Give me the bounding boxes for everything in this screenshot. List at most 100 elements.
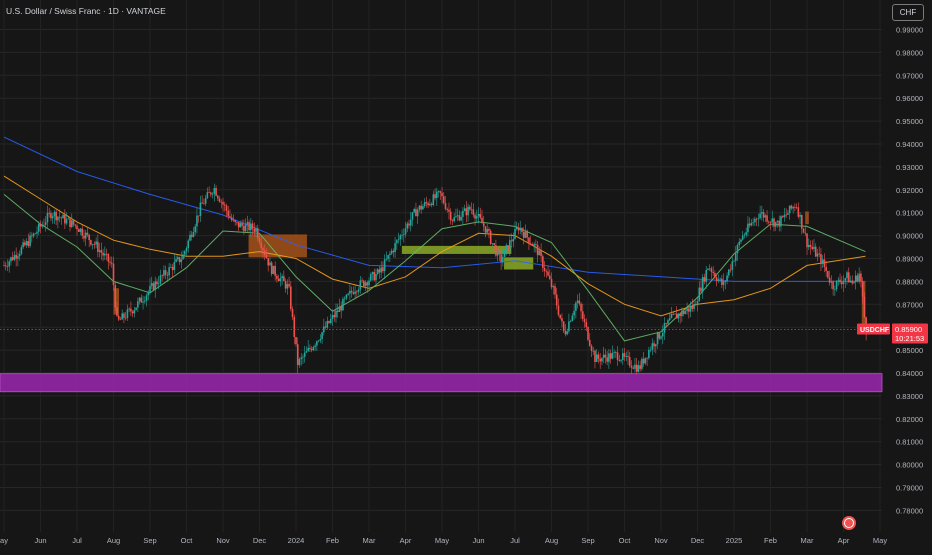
candle-body bbox=[387, 255, 389, 259]
candle bbox=[316, 340, 318, 351]
x-tick-label: Aug bbox=[107, 536, 120, 545]
candle bbox=[213, 183, 216, 202]
candle-body bbox=[597, 354, 600, 359]
candle bbox=[442, 191, 445, 205]
candle-body bbox=[698, 287, 701, 302]
candle bbox=[199, 195, 202, 222]
candle bbox=[801, 214, 803, 235]
candle bbox=[251, 220, 254, 236]
candle-body bbox=[180, 259, 183, 263]
candle bbox=[373, 268, 376, 282]
y-tick-label: 0.82000 bbox=[896, 415, 923, 424]
candle-body bbox=[441, 192, 443, 197]
candle bbox=[741, 231, 744, 241]
candle-body bbox=[31, 235, 33, 237]
candle-body bbox=[750, 222, 753, 226]
candle bbox=[455, 208, 457, 218]
candle bbox=[24, 239, 26, 247]
candle-body bbox=[343, 298, 346, 300]
candle-body bbox=[621, 353, 624, 360]
candle bbox=[62, 212, 64, 219]
y-tick-label: 0.84000 bbox=[896, 369, 923, 378]
candle bbox=[771, 210, 774, 227]
y-tick-label: 0.91000 bbox=[896, 209, 923, 218]
candle bbox=[256, 224, 259, 242]
tradingview-logo[interactable] bbox=[842, 516, 856, 530]
candle bbox=[326, 316, 329, 330]
candle bbox=[564, 324, 567, 337]
candle-body bbox=[481, 217, 483, 224]
candle-body bbox=[583, 318, 586, 323]
candle-body bbox=[262, 248, 264, 251]
candle-body bbox=[389, 253, 391, 256]
candle-body bbox=[642, 358, 645, 364]
candle-body bbox=[728, 269, 730, 276]
currency-badge[interactable]: CHF bbox=[892, 4, 924, 21]
candle-body bbox=[291, 308, 294, 317]
candle bbox=[104, 246, 106, 260]
candle-body bbox=[569, 320, 572, 322]
candle-body bbox=[53, 211, 56, 217]
candle-body bbox=[606, 357, 608, 362]
candle-body bbox=[834, 289, 836, 290]
candle-body bbox=[263, 250, 266, 256]
candle-body bbox=[820, 253, 822, 264]
candle bbox=[166, 271, 169, 282]
candle bbox=[773, 217, 775, 232]
candle-body bbox=[64, 214, 66, 224]
candle bbox=[418, 204, 421, 213]
candle-body bbox=[641, 358, 643, 369]
candle bbox=[470, 202, 473, 215]
candle-body bbox=[41, 224, 44, 227]
candle bbox=[331, 309, 334, 326]
zone-bear_fvg bbox=[805, 211, 809, 225]
candle-body bbox=[124, 317, 127, 319]
candle bbox=[368, 277, 370, 291]
candle bbox=[109, 256, 111, 266]
candle bbox=[204, 195, 207, 207]
candle bbox=[755, 217, 758, 227]
candle-body bbox=[562, 321, 565, 331]
candle-body bbox=[479, 213, 482, 218]
candle-body bbox=[828, 277, 831, 283]
candle-body bbox=[289, 286, 292, 309]
candle-body bbox=[415, 209, 417, 217]
candle bbox=[64, 209, 66, 230]
candle-body bbox=[104, 253, 106, 256]
candle bbox=[307, 339, 309, 353]
x-tick-label: Feb bbox=[764, 536, 777, 545]
candle bbox=[543, 260, 546, 277]
candle bbox=[672, 312, 674, 316]
y-tick-label: 0.96000 bbox=[896, 94, 923, 103]
candle bbox=[436, 187, 438, 206]
candle-body bbox=[44, 222, 47, 225]
candle-body bbox=[102, 252, 104, 256]
candle bbox=[50, 210, 52, 222]
candle bbox=[703, 273, 706, 285]
candle bbox=[317, 339, 320, 343]
candle bbox=[382, 261, 384, 274]
candle-body bbox=[649, 349, 652, 351]
candle-body bbox=[277, 278, 280, 282]
candle bbox=[495, 239, 497, 258]
candle-body bbox=[90, 240, 92, 245]
candle-body bbox=[604, 354, 607, 358]
candle bbox=[613, 349, 615, 358]
candle-body bbox=[177, 257, 179, 260]
candle-body bbox=[594, 350, 596, 362]
candle-body bbox=[117, 315, 120, 320]
candle bbox=[660, 335, 662, 341]
candle-body bbox=[309, 347, 311, 349]
candle-body bbox=[427, 203, 429, 206]
candle-body bbox=[701, 277, 704, 292]
candle-body bbox=[436, 191, 438, 199]
candle bbox=[700, 279, 702, 294]
y-tick-label: 0.92000 bbox=[896, 186, 923, 195]
candle-body bbox=[644, 357, 647, 364]
candle bbox=[70, 213, 73, 229]
candle-body bbox=[272, 265, 275, 275]
candle-body bbox=[809, 244, 812, 247]
candle bbox=[57, 216, 59, 229]
